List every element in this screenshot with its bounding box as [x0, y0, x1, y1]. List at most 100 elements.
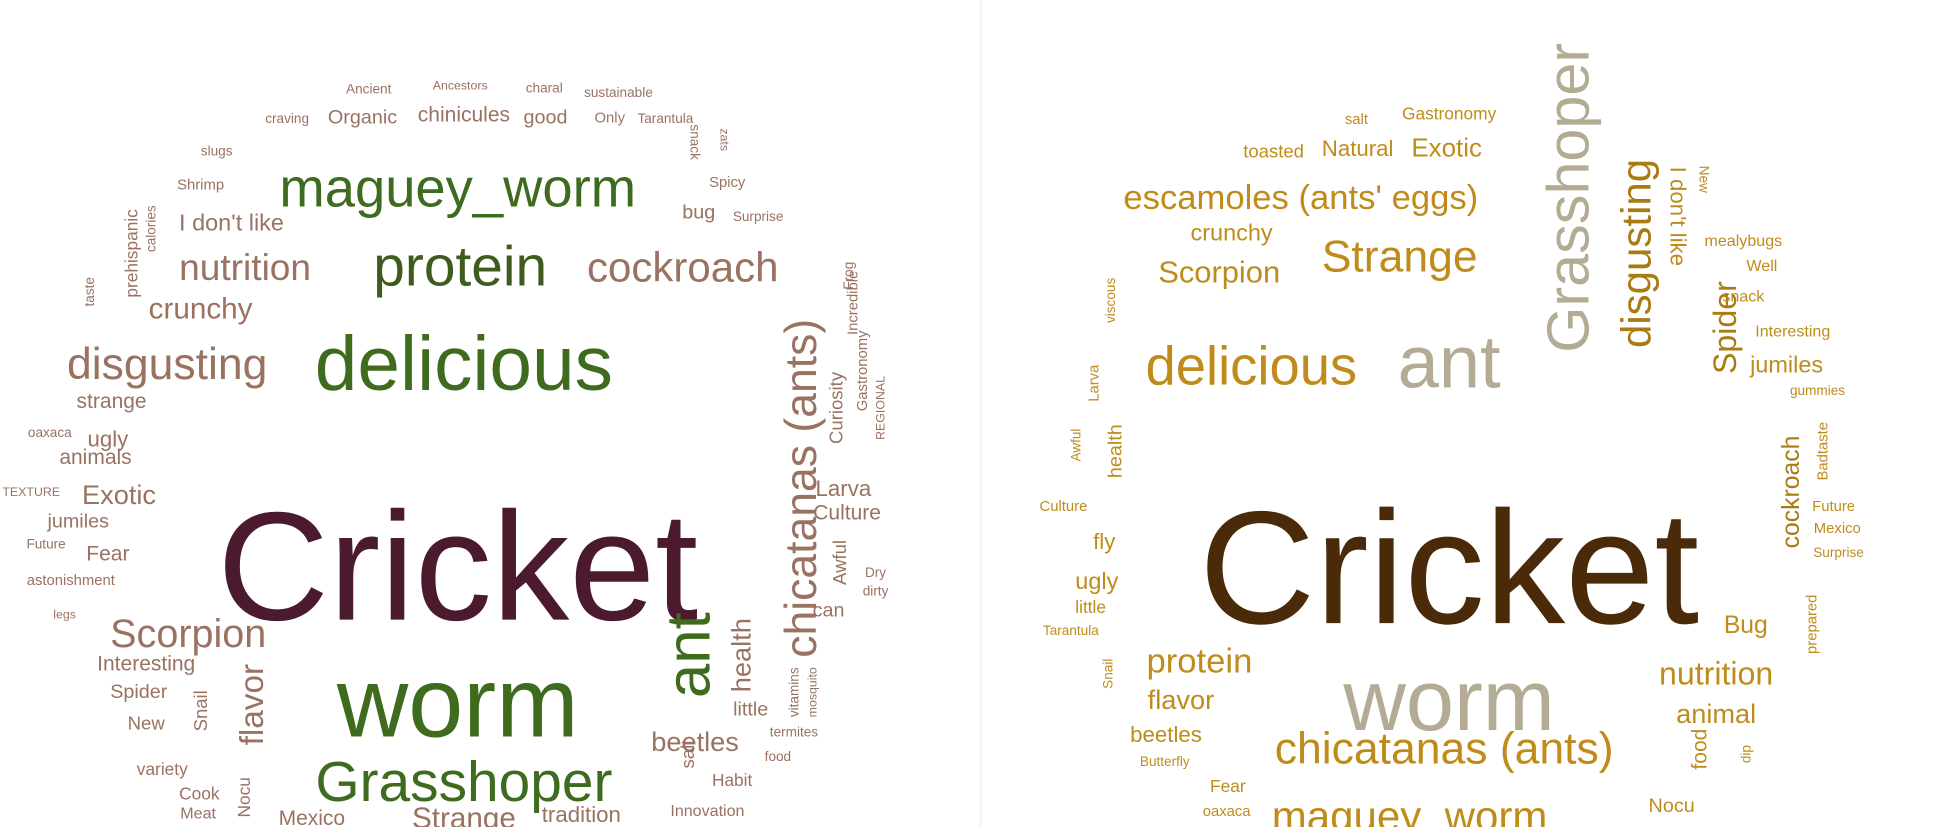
word: animal — [1676, 698, 1756, 729]
word: calories — [144, 205, 159, 252]
word: Awful — [829, 540, 850, 585]
word: Grasshoper — [1534, 43, 1601, 353]
word: zats — [718, 128, 732, 151]
word: Culture — [813, 502, 881, 525]
word: worm — [1342, 653, 1554, 749]
word: strange — [77, 390, 147, 413]
word: little — [1075, 597, 1106, 617]
word: Well — [1746, 257, 1777, 275]
word: Shrimp — [177, 177, 224, 193]
word: Curiosity — [825, 371, 846, 444]
word: mosquito — [806, 667, 820, 717]
word: worm — [336, 647, 579, 758]
word: slugs — [201, 143, 233, 158]
word: Dry — [865, 565, 886, 580]
word: Natural — [1322, 136, 1394, 161]
word: mealybugs — [1705, 232, 1783, 250]
word: New — [128, 713, 166, 734]
word: legs — [53, 607, 76, 621]
word: Surprise — [1813, 545, 1864, 560]
word: Interesting — [97, 652, 195, 675]
word: Cricket — [217, 480, 698, 653]
word: TEXTURE — [2, 485, 60, 499]
word: charal — [526, 80, 563, 95]
word: Meat — [180, 804, 216, 822]
word: Incredible — [845, 271, 861, 335]
word: Interesting — [1755, 322, 1830, 340]
word: protein — [373, 236, 547, 299]
word: variety — [137, 759, 188, 779]
word: craving — [265, 111, 309, 126]
word: I don't like — [179, 210, 284, 236]
word: Spicy — [709, 175, 746, 191]
word: Exotic — [1411, 134, 1482, 162]
word: Scorpion — [1158, 254, 1280, 289]
word: cockroach — [587, 244, 779, 291]
word: Nocu — [234, 777, 254, 817]
word: Tarantula — [637, 111, 693, 126]
word: nutrition — [179, 246, 311, 288]
word: Ancient — [346, 82, 392, 97]
word: Gastronomy — [855, 330, 871, 411]
word: flavor — [234, 664, 271, 746]
word: disgusting — [1612, 159, 1659, 348]
word: maguey_worm — [279, 157, 636, 218]
word: Snail — [1100, 659, 1115, 689]
word: Future — [1812, 499, 1855, 515]
word: protein — [1147, 642, 1253, 680]
word: salt — [1345, 112, 1369, 128]
word: Exotic — [82, 479, 156, 510]
word: delicious — [315, 322, 613, 407]
word: Future — [26, 536, 65, 551]
word: Habit — [712, 770, 753, 790]
word: Innovation — [670, 802, 744, 820]
word: termites — [770, 724, 818, 739]
word: Cricket — [1199, 479, 1699, 658]
word: escamoles (ants' eggs) — [1123, 179, 1478, 217]
word: New — [1696, 166, 1711, 193]
word: delicious — [1146, 335, 1358, 396]
word: toasted — [1243, 140, 1304, 161]
word: REGIONAL — [873, 376, 887, 440]
word: flavor — [1148, 684, 1214, 715]
word: prepared — [1805, 595, 1821, 654]
word: ant — [1398, 321, 1501, 404]
word: snack — [688, 124, 703, 160]
word: food — [765, 749, 791, 764]
word: astonishment — [27, 573, 116, 589]
word: Surprise — [733, 209, 784, 224]
word: Mexico — [1814, 521, 1861, 537]
word: Fear — [86, 542, 129, 565]
word: ugly — [1075, 568, 1118, 594]
word: fly — [1093, 529, 1116, 554]
word: Mexico — [279, 807, 346, 827]
word: ant — [654, 612, 723, 698]
word: nutrition — [1659, 656, 1773, 692]
word: beetles — [651, 726, 739, 757]
word: Larva — [816, 476, 872, 501]
word: Frog — [841, 262, 856, 290]
word: Gastronomy — [1402, 104, 1497, 124]
word: salt — [677, 739, 698, 769]
word: Tarantula — [1043, 623, 1099, 638]
word: health — [725, 618, 756, 692]
word: Strange — [412, 802, 516, 827]
word: Cook — [179, 784, 220, 804]
word: viscous — [1103, 278, 1118, 323]
word: dirty — [863, 583, 889, 598]
word: cockroach — [1778, 436, 1805, 549]
word: Organic — [328, 106, 397, 128]
word: beetles — [1130, 722, 1202, 747]
word: chinicules — [418, 103, 510, 126]
word: oaxaca — [28, 425, 72, 440]
word: Bug — [1724, 612, 1768, 639]
word: tradition — [542, 802, 621, 827]
word: little — [733, 699, 768, 721]
word: jumiles — [46, 511, 109, 533]
word: sustainable — [584, 85, 653, 100]
word: Nocu — [1649, 795, 1695, 817]
word: maguey_worm — [1272, 792, 1548, 827]
